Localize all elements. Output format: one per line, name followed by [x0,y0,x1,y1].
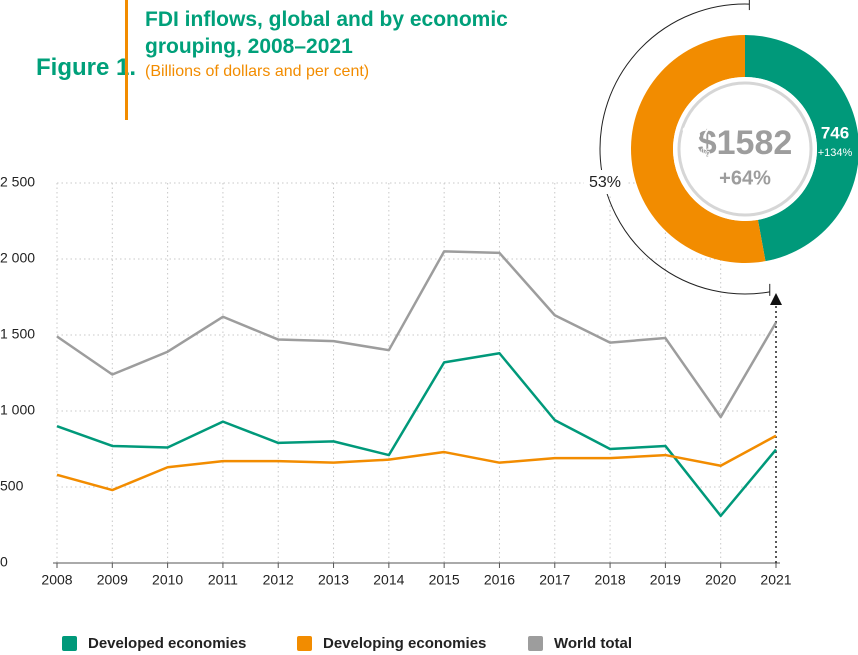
y-tick-label: 1 000 [0,402,35,418]
donut-segment [745,35,858,262]
chart-subtitle: (Billions of dollars and per cent) [145,63,370,80]
share-bg [584,170,626,194]
title-rule [125,0,128,120]
x-tick-label: 2009 [97,572,128,588]
donut-change: +64% [719,167,771,189]
donut-change-label: +30% [682,147,711,159]
donut-total: $1582 [698,124,793,162]
x-tick-label: 2010 [152,572,183,588]
y-tick-label: 0 [0,554,8,570]
chart-title: FDI inflows, global and by economic grou… [145,8,508,58]
line-series [56,250,778,419]
x-tick-label: 2013 [318,572,349,588]
donut-inner-ring [677,81,813,217]
legend-swatch [62,636,77,651]
x-tick-label: 2019 [650,572,681,588]
legend-label: World total [554,635,632,652]
donut-value: 746 [821,123,849,142]
y-tick-label: 2 500 [0,174,35,190]
legend-label: Developed economies [88,635,246,652]
x-tick-label: 2017 [539,572,570,588]
x-tick-label: 2008 [41,572,72,588]
share-label: 53% [589,174,621,191]
y-tick-label: 1 500 [0,326,35,342]
donut-value: 837 [682,123,710,142]
y-tick-label: 2 000 [0,250,35,266]
x-tick-label: 2014 [373,572,404,588]
legend-swatch [297,636,312,651]
x-tick-label: 2015 [429,572,460,588]
x-tick-label: 2012 [263,572,294,588]
y-tick-label: 500 [0,478,24,494]
x-tick-label: 2020 [705,572,736,588]
marker-arrow [770,293,782,305]
donut-segment [630,35,766,263]
legend-label: Developing economies [323,635,486,652]
donut-center [673,77,817,221]
x-tick-label: 2018 [594,572,625,588]
figure-label: Figure 1. [36,54,137,81]
x-tick-label: 2016 [484,572,515,588]
x-tick-label: 2011 [208,572,238,588]
donut-change-label: +134% [818,147,853,159]
legend-swatch [528,636,543,651]
line-series [56,351,777,518]
line-series [56,434,777,492]
x-tick-label: 2021 [760,572,791,588]
bracket-arc [599,3,770,295]
